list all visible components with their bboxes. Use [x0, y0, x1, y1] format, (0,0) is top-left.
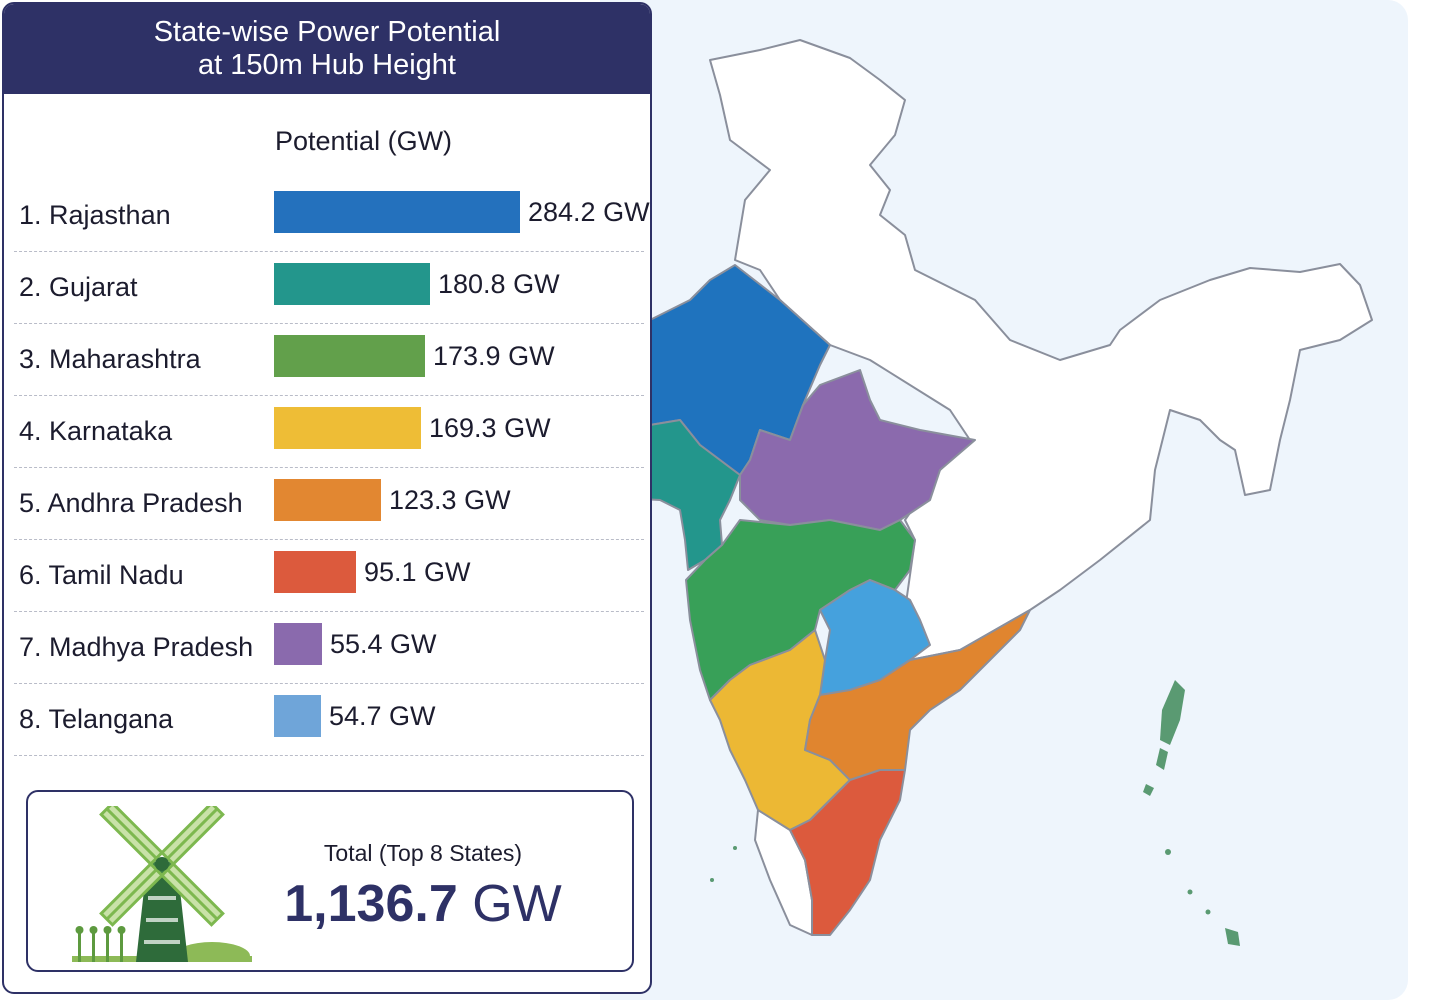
bar-value-label: 284.2 GW	[528, 197, 650, 227]
bar-value-label: 55.4 GW	[330, 629, 437, 659]
total-value-number: 1,136.7	[284, 875, 458, 933]
bar	[274, 695, 321, 737]
bar-value-label: 173.9 GW	[433, 341, 555, 371]
bar-category-label: 3. Maharashtra	[19, 344, 201, 374]
bar	[274, 191, 520, 233]
bar-row: 6. Tamil Nadu 95.1 GW	[14, 540, 644, 612]
total-box: Total (Top 8 States) 1,136.7 GW	[26, 790, 634, 972]
bar-value-label: 54.7 GW	[329, 701, 436, 731]
panel-header: State-wise Power Potential at 150m Hub H…	[4, 4, 650, 94]
bar-row: 5. Andhra Pradesh 123.3 GW	[14, 468, 644, 540]
bar-row: 2. Gujarat 180.8 GW	[14, 252, 644, 324]
bar-category-label: 5. Andhra Pradesh	[19, 488, 243, 518]
bar-chart: 1. Rajasthan 284.2 GW 2. Gujarat 180.8 GW 3.…	[14, 180, 650, 756]
bar	[274, 263, 430, 305]
bar-category-label: 4. Karnataka	[19, 416, 173, 446]
bar	[274, 623, 322, 665]
map-north-states	[709, 39, 1373, 661]
panel-title-line1: State-wise Power Potential	[153, 16, 501, 48]
bar-value-label: 123.3 GW	[389, 485, 511, 515]
total-value: 1,136.7 GW	[228, 874, 618, 934]
bar-row: 1. Rajasthan 284.2 GW	[14, 180, 650, 252]
axis-label: Potential (GW)	[275, 126, 453, 156]
bar-category-label: 2. Gujarat	[19, 272, 138, 302]
bar-row: 3. Maharashtra 173.9 GW	[14, 324, 644, 396]
bar-value-label: 180.8 GW	[438, 269, 560, 299]
panel-title-line2: at 150m Hub Height	[198, 49, 456, 81]
bar-row: 7. Madhya Pradesh 55.4 GW	[14, 612, 644, 684]
bar-row: 4. Karnataka 169.3 GW	[14, 396, 644, 468]
bar-value-label: 95.1 GW	[364, 557, 471, 587]
map-tamil-nadu	[789, 769, 906, 936]
bar-row: 8. Telangana 54.7 GW	[14, 684, 644, 756]
bar	[274, 407, 421, 449]
bar	[274, 335, 425, 377]
bar-category-label: 7. Madhya Pradesh	[19, 632, 254, 662]
bar-category-label: 6. Tamil Nadu	[19, 560, 184, 590]
bar-value-label: 169.3 GW	[429, 413, 551, 443]
map-andhra-pradesh	[804, 609, 1031, 781]
total-label: Total (Top 8 States)	[323, 840, 523, 866]
potential-panel: State-wise Power Potential at 150m Hub H…	[2, 2, 652, 994]
bar-category-label: 1. Rajasthan	[19, 200, 171, 230]
total-value-unit: GW	[472, 875, 562, 933]
bar	[274, 551, 356, 593]
bar-category-label: 8. Telangana	[19, 704, 174, 734]
windmill-icon	[72, 806, 252, 962]
bar	[274, 479, 381, 521]
map-islands	[710, 680, 1240, 946]
